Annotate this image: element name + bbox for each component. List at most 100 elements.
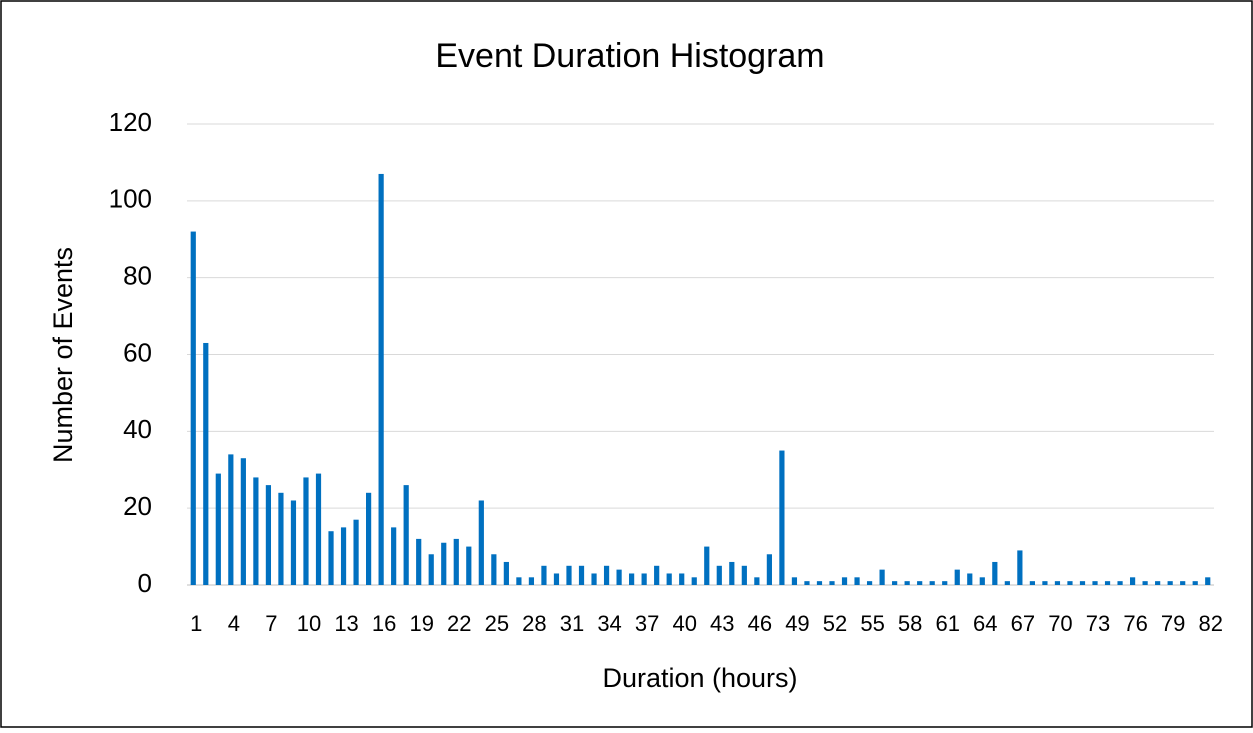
bar [929, 581, 935, 585]
bar [879, 569, 885, 585]
bar [566, 565, 572, 585]
x-tick-label: 70 [1048, 611, 1072, 636]
y-tick-label: 100 [109, 184, 152, 214]
x-tick-label: 7 [265, 611, 277, 636]
bar [340, 527, 347, 585]
x-tick-label: 79 [1161, 611, 1185, 636]
y-tick-label: 40 [123, 414, 152, 444]
bar [1205, 577, 1211, 585]
bar [203, 342, 209, 585]
bar [942, 581, 948, 585]
x-tick-label: 49 [785, 611, 809, 636]
y-tick-label: 80 [123, 261, 152, 291]
x-tick-label: 31 [560, 611, 584, 636]
bar [603, 565, 610, 585]
bar [654, 565, 660, 585]
bar [779, 450, 785, 585]
bar [516, 577, 522, 585]
bar [1092, 581, 1098, 585]
bar [616, 569, 622, 585]
bar [466, 546, 472, 585]
bar [1017, 550, 1023, 585]
bar [553, 573, 560, 585]
bar [491, 554, 497, 585]
bar [791, 577, 798, 585]
bar [967, 573, 973, 585]
bar [240, 458, 246, 585]
bar [804, 581, 810, 585]
bar [503, 561, 509, 585]
bar [1029, 581, 1035, 585]
y-tick-label: 60 [123, 337, 152, 367]
x-tick-label: 82 [1198, 611, 1222, 636]
bar [641, 573, 647, 585]
bar [816, 581, 823, 585]
bar [1155, 581, 1161, 585]
x-tick-label: 55 [860, 611, 884, 636]
bar [1104, 581, 1111, 585]
x-tick-label: 46 [748, 611, 772, 636]
bar [215, 473, 221, 585]
x-tick-label: 67 [1011, 611, 1035, 636]
bar [290, 500, 297, 585]
y-tick-label: 0 [138, 568, 152, 598]
bar [704, 546, 710, 585]
x-tick-label: 64 [973, 611, 997, 636]
bar [303, 477, 309, 585]
bar [979, 577, 985, 585]
x-tick-label: 34 [597, 611, 621, 636]
x-tick-label: 73 [1086, 611, 1110, 636]
bar [1042, 581, 1048, 585]
bar [829, 581, 835, 585]
bar [741, 565, 747, 585]
bar [904, 581, 910, 585]
bar [854, 577, 860, 585]
bar [265, 485, 272, 585]
bar [1192, 581, 1198, 585]
x-tick-label: 52 [823, 611, 847, 636]
bar [754, 577, 760, 585]
y-tick-label: 20 [123, 491, 152, 521]
bar [416, 538, 422, 585]
bar [190, 231, 196, 586]
x-tick-label: 37 [635, 611, 659, 636]
bar [1167, 581, 1173, 585]
x-tick-label: 58 [898, 611, 922, 636]
x-tick-label: 1 [190, 611, 202, 636]
bar [1142, 581, 1148, 585]
bar [716, 565, 722, 585]
bar [679, 573, 685, 585]
bar [691, 577, 697, 585]
x-tick-label: 76 [1123, 611, 1147, 636]
x-tick-label: 28 [522, 611, 546, 636]
bar [228, 454, 234, 585]
x-tick-label: 10 [297, 611, 321, 636]
bar [366, 492, 372, 585]
bar [315, 473, 322, 585]
bar [917, 581, 923, 585]
bar [541, 565, 547, 585]
x-tick-label: 25 [485, 611, 509, 636]
bar [1004, 581, 1010, 585]
bar [253, 477, 259, 585]
bar [629, 573, 635, 585]
bar [453, 538, 459, 585]
bar [1117, 581, 1123, 585]
bar [729, 561, 735, 585]
bar [378, 173, 384, 586]
bar [666, 573, 672, 585]
bar [391, 527, 397, 585]
bar [892, 581, 898, 585]
bar [1129, 577, 1136, 585]
x-tick-label: 22 [447, 611, 471, 636]
x-tick-label: 13 [334, 611, 358, 636]
bar [528, 577, 535, 585]
x-tick-label: 61 [935, 611, 959, 636]
bar [578, 565, 585, 585]
x-tick-label: 19 [409, 611, 433, 636]
bar [403, 485, 409, 585]
x-tick-label: 43 [710, 611, 734, 636]
bar [591, 573, 597, 585]
